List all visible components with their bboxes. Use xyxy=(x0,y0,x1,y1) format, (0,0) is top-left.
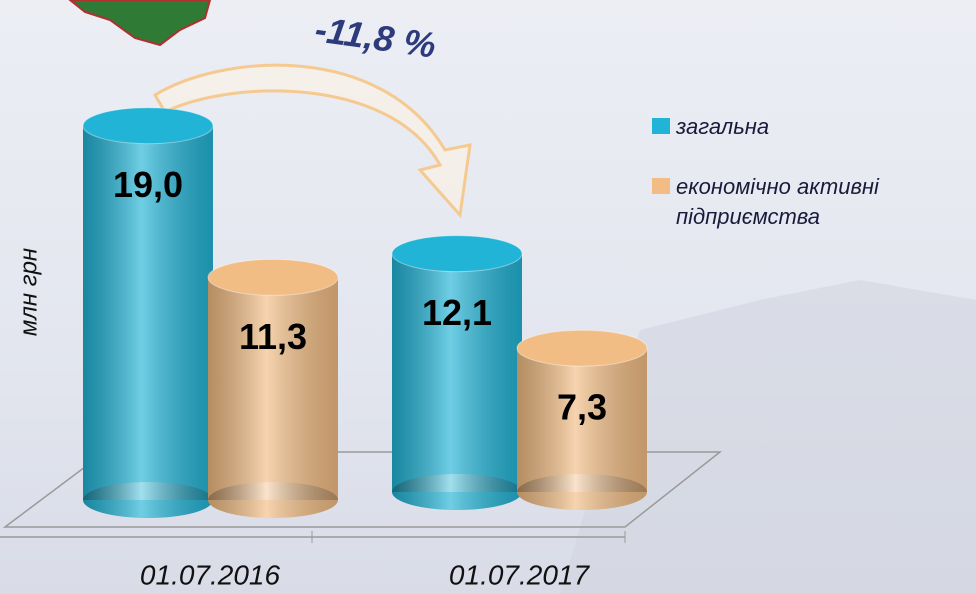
bar-top xyxy=(391,235,523,273)
bar-top xyxy=(516,329,648,367)
legend-item: загальна xyxy=(652,112,952,142)
legend-swatch xyxy=(652,118,670,134)
value-label: 7,3 xyxy=(557,387,607,428)
legend-label: загальна xyxy=(676,114,770,139)
legend-item: економічно активні підприємства xyxy=(652,172,952,232)
value-label: 11,3 xyxy=(239,316,307,357)
x-tick-label: 01.07.2016 xyxy=(140,559,281,590)
legend-swatch xyxy=(652,178,670,194)
floor xyxy=(2,451,723,528)
bar-top xyxy=(82,107,214,145)
y-axis-label: млн грн xyxy=(15,248,42,336)
value-label: 12,1 xyxy=(422,292,492,333)
bar-shine xyxy=(392,253,522,492)
x-tick-label: 01.07.2017 xyxy=(449,559,591,590)
map-decoration xyxy=(68,0,212,47)
background-shape xyxy=(560,280,976,594)
annotation: -11,8 % xyxy=(312,8,438,65)
bar-top xyxy=(207,258,339,296)
change-arrow xyxy=(152,63,472,219)
bar-shine xyxy=(208,277,338,500)
value-label: 19,0 xyxy=(113,164,183,205)
bar-shine xyxy=(517,348,647,492)
legend-label: економічно активні підприємства xyxy=(676,174,879,229)
bar-shine xyxy=(83,125,213,500)
